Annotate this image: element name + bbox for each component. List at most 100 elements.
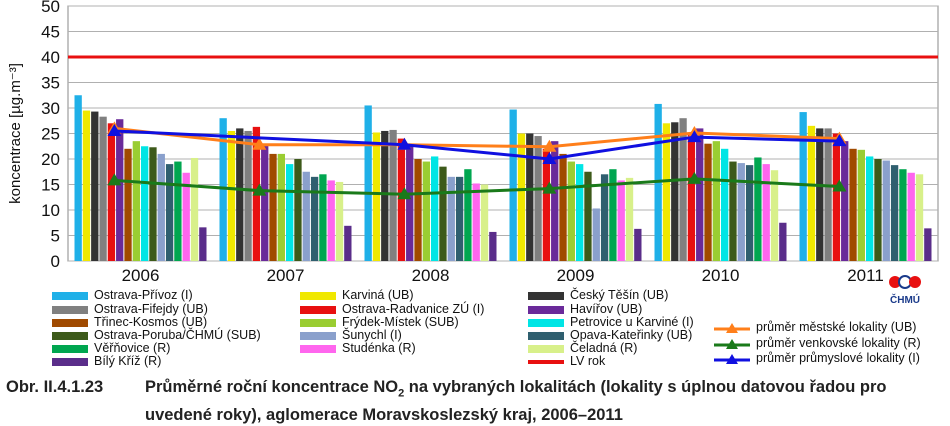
bar bbox=[227, 130, 236, 261]
bar bbox=[754, 157, 762, 261]
bar bbox=[841, 141, 849, 261]
line-marker bbox=[832, 179, 847, 192]
bar bbox=[489, 231, 497, 261]
y-tick-label: 45 bbox=[41, 23, 60, 42]
bar bbox=[592, 208, 600, 261]
bar bbox=[882, 160, 890, 261]
bar bbox=[190, 157, 199, 261]
bar bbox=[149, 147, 157, 261]
bar bbox=[364, 105, 372, 261]
average-line bbox=[114, 126, 840, 149]
bar bbox=[74, 95, 82, 261]
line-marker bbox=[542, 181, 557, 194]
bar bbox=[244, 130, 252, 261]
x-tick-label: 2006 bbox=[122, 266, 160, 285]
bar bbox=[132, 141, 140, 261]
bar bbox=[141, 146, 149, 261]
y-tick-label: 20 bbox=[41, 150, 60, 169]
y-tick-label: 0 bbox=[51, 252, 60, 271]
caption-subscript: 2 bbox=[398, 387, 405, 400]
y-tick-label: 15 bbox=[41, 176, 60, 195]
bar bbox=[82, 110, 91, 261]
bar bbox=[116, 119, 124, 261]
bar bbox=[397, 138, 406, 261]
y-tick-label: 30 bbox=[41, 99, 60, 118]
bar bbox=[609, 169, 617, 261]
line-marker bbox=[542, 152, 557, 164]
bar bbox=[890, 165, 899, 261]
y-tick-label: 5 bbox=[51, 227, 60, 246]
line-marker bbox=[397, 187, 412, 200]
line-marker bbox=[687, 130, 702, 143]
bar bbox=[422, 161, 430, 261]
bar bbox=[335, 181, 344, 261]
bar bbox=[431, 156, 439, 261]
line-marker bbox=[252, 183, 267, 196]
y-tick-label: 40 bbox=[41, 48, 60, 67]
y-tick-label: 25 bbox=[41, 125, 60, 144]
bar bbox=[381, 130, 389, 261]
bar bbox=[807, 125, 816, 261]
bar bbox=[762, 164, 770, 261]
bar bbox=[344, 225, 352, 261]
bar bbox=[439, 166, 447, 261]
bar bbox=[91, 111, 99, 261]
bar bbox=[447, 176, 455, 261]
bar bbox=[261, 144, 269, 261]
bar bbox=[124, 148, 132, 261]
line-marker bbox=[687, 171, 702, 184]
bar bbox=[294, 159, 302, 261]
bar bbox=[799, 112, 807, 261]
bar bbox=[277, 153, 285, 261]
logo-text: ČHMÚ bbox=[890, 293, 920, 306]
line-marker bbox=[107, 123, 122, 136]
bar bbox=[625, 177, 634, 261]
bar bbox=[849, 148, 857, 261]
bar bbox=[327, 180, 335, 261]
bar bbox=[770, 170, 779, 261]
y-tick-label: 50 bbox=[41, 0, 60, 16]
bar bbox=[832, 133, 841, 261]
bar bbox=[389, 129, 397, 261]
bar bbox=[165, 164, 174, 261]
bar bbox=[542, 148, 551, 261]
average-line bbox=[114, 177, 840, 196]
bar bbox=[924, 228, 932, 261]
bar bbox=[534, 136, 542, 261]
bar bbox=[199, 227, 207, 261]
bar bbox=[236, 128, 244, 261]
bar bbox=[372, 132, 381, 261]
bar bbox=[779, 222, 787, 261]
chart-canvas: 0 5 10 15 20 25 30 35 40 45 50 koncentrace [µg.m⁻³]… bbox=[7, 0, 939, 285]
bar bbox=[696, 128, 704, 261]
bar bbox=[559, 153, 567, 261]
x-tick-label: 2008 bbox=[412, 266, 450, 285]
bar bbox=[634, 228, 642, 261]
bar bbox=[874, 159, 882, 261]
bar bbox=[617, 180, 625, 261]
bar bbox=[737, 163, 745, 261]
bar bbox=[915, 174, 924, 261]
bar bbox=[824, 128, 832, 261]
bar bbox=[526, 133, 534, 261]
x-tick-label: 2010 bbox=[702, 266, 740, 285]
bar bbox=[712, 141, 720, 261]
bar bbox=[174, 161, 182, 261]
bar bbox=[687, 133, 696, 261]
bar bbox=[406, 143, 414, 261]
bar bbox=[302, 171, 310, 261]
bar bbox=[480, 184, 489, 261]
bar bbox=[907, 172, 915, 261]
line-marker bbox=[107, 173, 122, 186]
bar bbox=[567, 161, 575, 261]
y-tick-label: 35 bbox=[41, 74, 60, 93]
x-tick-label: 2009 bbox=[557, 266, 595, 285]
bar bbox=[551, 141, 559, 261]
bar bbox=[816, 128, 824, 261]
bar bbox=[472, 183, 480, 261]
bar bbox=[704, 143, 712, 261]
bar bbox=[310, 176, 319, 261]
bar bbox=[729, 161, 737, 261]
bar bbox=[517, 133, 526, 261]
line-marker bbox=[397, 137, 412, 150]
